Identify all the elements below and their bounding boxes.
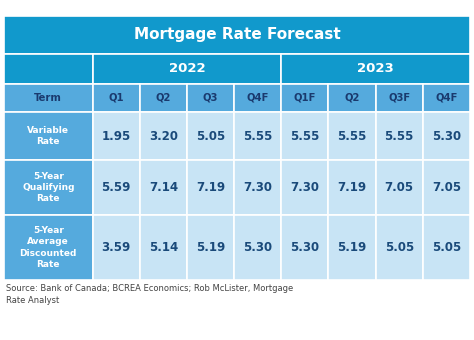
Bar (281, 215, 328, 280)
Bar (281, 112, 328, 160)
Text: 5.05: 5.05 (196, 130, 225, 142)
Text: 5-Year
Average
Discounted
Rate: 5-Year Average Discounted Rate (19, 226, 77, 269)
Text: 5.05: 5.05 (432, 241, 461, 254)
Bar (140, 84, 187, 112)
Bar (375, 215, 423, 280)
Text: Term: Term (34, 93, 62, 103)
Text: Q1F: Q1F (294, 93, 316, 103)
Bar (92, 215, 140, 280)
Bar (234, 112, 281, 160)
Text: Q1: Q1 (109, 93, 124, 103)
Bar (423, 160, 470, 215)
Bar (375, 112, 423, 160)
Text: 5-Year
Qualifying
Rate: 5-Year Qualifying Rate (22, 172, 74, 203)
Bar (140, 215, 187, 280)
Text: 5.55: 5.55 (337, 130, 367, 142)
Text: 5.19: 5.19 (196, 241, 225, 254)
Bar (92, 112, 140, 160)
Text: 2022: 2022 (169, 63, 205, 75)
Bar (328, 84, 375, 112)
Bar (4, 84, 92, 112)
Text: Q3F: Q3F (388, 93, 410, 103)
Text: Source: Bank of Canada; BCREA Economics; Rob McLister, Mortgage
Rate Analyst: Source: Bank of Canada; BCREA Economics;… (6, 284, 293, 305)
Text: Q4F: Q4F (246, 93, 269, 103)
Text: 3.20: 3.20 (149, 130, 178, 142)
Bar (92, 54, 281, 84)
Bar (187, 112, 234, 160)
Bar (375, 84, 423, 112)
Bar (234, 160, 281, 215)
Bar (4, 215, 92, 280)
Text: 7.19: 7.19 (196, 181, 225, 194)
Text: 5.55: 5.55 (243, 130, 273, 142)
Text: Q2: Q2 (155, 93, 171, 103)
Text: 7.14: 7.14 (149, 181, 178, 194)
Text: 5.30: 5.30 (290, 241, 319, 254)
Bar (234, 215, 281, 280)
Text: 7.30: 7.30 (291, 181, 319, 194)
Bar (328, 215, 375, 280)
Text: Mortgage Rate Forecast: Mortgage Rate Forecast (134, 28, 340, 42)
Text: 5.30: 5.30 (243, 241, 272, 254)
Bar (375, 160, 423, 215)
Text: 7.30: 7.30 (243, 181, 272, 194)
Text: Q3: Q3 (203, 93, 218, 103)
Text: 5.55: 5.55 (384, 130, 414, 142)
Bar (187, 215, 234, 280)
Text: Q2: Q2 (344, 93, 360, 103)
Bar (281, 54, 470, 84)
Bar (328, 112, 375, 160)
Text: 1.95: 1.95 (101, 130, 131, 142)
Text: Q4F: Q4F (435, 93, 457, 103)
Text: 2023: 2023 (357, 63, 394, 75)
Bar (4, 160, 92, 215)
Bar (423, 84, 470, 112)
Bar (92, 160, 140, 215)
Text: 5.55: 5.55 (290, 130, 319, 142)
Text: Variable
Rate: Variable Rate (27, 126, 69, 146)
Bar (187, 84, 234, 112)
Bar (92, 84, 140, 112)
Bar (234, 84, 281, 112)
Bar (4, 112, 92, 160)
Bar (4, 16, 470, 54)
Text: 5.30: 5.30 (432, 130, 461, 142)
Bar (328, 160, 375, 215)
Bar (281, 84, 328, 112)
Text: 3.59: 3.59 (101, 241, 131, 254)
Text: 5.05: 5.05 (384, 241, 414, 254)
Text: 7.05: 7.05 (385, 181, 414, 194)
Text: 7.05: 7.05 (432, 181, 461, 194)
Text: 7.19: 7.19 (337, 181, 366, 194)
Text: 5.59: 5.59 (101, 181, 131, 194)
Bar (4, 54, 92, 84)
Bar (187, 160, 234, 215)
Text: 5.19: 5.19 (337, 241, 367, 254)
Bar (423, 215, 470, 280)
Bar (423, 112, 470, 160)
Bar (140, 160, 187, 215)
Text: 5.14: 5.14 (149, 241, 178, 254)
Bar (140, 112, 187, 160)
Bar (281, 160, 328, 215)
